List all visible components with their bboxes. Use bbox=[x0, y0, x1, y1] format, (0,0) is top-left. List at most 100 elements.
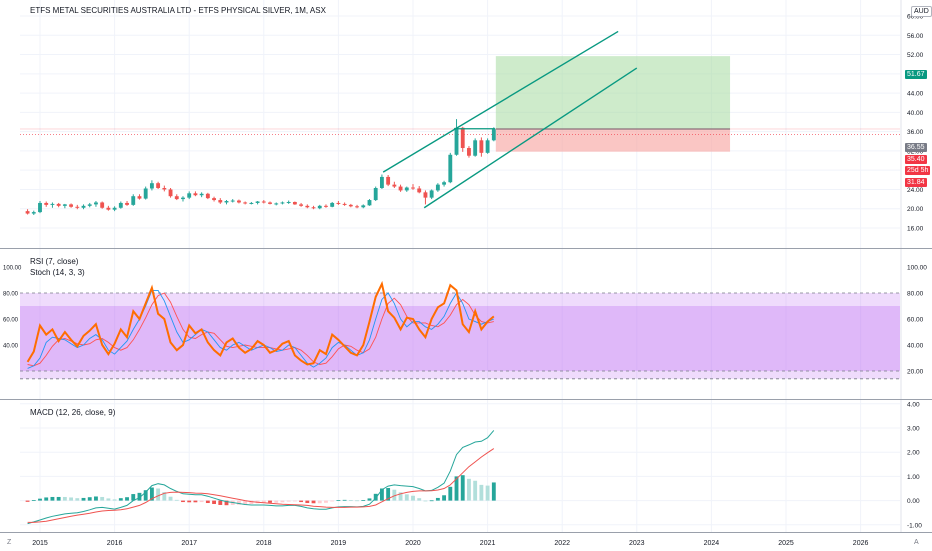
macd-histogram-bar bbox=[94, 496, 98, 501]
candle-body bbox=[268, 202, 272, 204]
macd-histogram-bar bbox=[373, 493, 378, 501]
price-tick-label: 52.00 bbox=[907, 52, 924, 59]
macd-histogram-bar bbox=[62, 496, 67, 501]
candle-body bbox=[243, 202, 248, 204]
macd-histogram-bar bbox=[249, 500, 254, 504]
macd-tick-label: 4.00 bbox=[907, 401, 920, 408]
time-axis-label: 2018 bbox=[256, 540, 272, 547]
macd-pane[interactable]: 4.00 3.00 2.00 1.00 0.00 -1.00 MACD (12, 26, … bbox=[0, 400, 932, 532]
macd-histogram-bar bbox=[168, 496, 173, 501]
price-tick-label: 40.00 bbox=[907, 110, 924, 117]
channel-upper-line bbox=[382, 30, 619, 173]
rsi-tick-label: 80.00 bbox=[907, 291, 924, 298]
macd-histogram-bar bbox=[131, 494, 136, 501]
candle-body bbox=[174, 196, 179, 200]
candle-body bbox=[473, 140, 478, 156]
candle-body bbox=[274, 203, 279, 205]
candle-body bbox=[398, 186, 403, 191]
macd-histogram-bar bbox=[355, 500, 359, 502]
candle-body bbox=[205, 193, 210, 199]
candle-body bbox=[212, 198, 216, 201]
timezone-icon[interactable]: Z bbox=[7, 539, 12, 546]
macd-histogram-bar bbox=[274, 500, 279, 503]
macd-histogram-bar bbox=[193, 500, 198, 503]
price-chart[interactable]: 60.0056.0052.0048.0044.0040.0036.0032.00… bbox=[0, 0, 932, 248]
macd-histogram-bar bbox=[25, 500, 30, 502]
candle-body bbox=[411, 187, 415, 189]
macd-histogram-bar bbox=[218, 500, 223, 505]
candle-body bbox=[100, 202, 105, 208]
stop-price-badge: 31.84 bbox=[905, 178, 927, 187]
auto-scale-button[interactable]: A bbox=[914, 539, 919, 546]
macd-tick-label: 2.00 bbox=[907, 450, 920, 457]
macd-histogram-bar bbox=[137, 492, 142, 501]
candle-body bbox=[81, 205, 86, 208]
rsi-stoch-pane[interactable]: 100.00 80.00 60.00 40.00 20.00 100.00 80.00 60.… bbox=[0, 249, 932, 399]
macd-histogram-bar bbox=[69, 497, 74, 501]
macd-histogram-bar bbox=[87, 497, 92, 501]
price-tick-label: 24.00 bbox=[907, 187, 924, 194]
candle-body bbox=[224, 201, 229, 203]
candle-body bbox=[237, 200, 241, 203]
macd-histogram-bar bbox=[336, 500, 341, 501]
macd-histogram-bar bbox=[112, 499, 117, 501]
candle-body bbox=[392, 184, 397, 187]
current-price-badge: 35.40 bbox=[905, 155, 927, 164]
candle-body bbox=[348, 204, 353, 207]
macd-histogram-bar bbox=[156, 488, 161, 501]
macd-histogram-bar bbox=[305, 500, 310, 504]
candle-body bbox=[479, 140, 484, 153]
time-axis-label: 2022 bbox=[554, 540, 570, 547]
macd-histogram-bar bbox=[392, 489, 397, 501]
macd-tick-label: 1.00 bbox=[907, 474, 920, 481]
candle-body bbox=[149, 183, 154, 189]
time-axis[interactable]: 2015 2016 2017 2018 2019 2020 2021 2022 2023 2024… bbox=[0, 532, 932, 551]
candle-body bbox=[94, 202, 98, 205]
candle-body bbox=[230, 200, 235, 202]
rsi-label[interactable]: RSI (7, close) bbox=[30, 257, 79, 266]
macd-histogram-bar bbox=[292, 500, 297, 502]
target-price-badge: 51.67 bbox=[905, 70, 927, 79]
macd-histogram-bar bbox=[149, 487, 154, 501]
price-tick-label: 44.00 bbox=[907, 91, 924, 98]
price-pane[interactable]: 60.0056.0052.0048.0044.0040.0036.0032.00… bbox=[0, 0, 932, 248]
candle-body bbox=[137, 196, 142, 199]
candle-body bbox=[330, 202, 335, 207]
macd-histogram-bar bbox=[106, 498, 111, 501]
candle-body bbox=[280, 202, 285, 204]
time-axis-label: 2023 bbox=[629, 540, 645, 547]
candle-body bbox=[87, 204, 92, 206]
pane-separator[interactable] bbox=[0, 399, 932, 400]
candle-body bbox=[423, 192, 428, 198]
macd-histogram-bar bbox=[467, 478, 471, 501]
currency-button[interactable]: AUD bbox=[911, 6, 932, 17]
macd-histogram-bar bbox=[491, 482, 496, 501]
macd-line bbox=[27, 430, 495, 525]
time-axis-label: 2024 bbox=[704, 540, 720, 547]
macd-tick-label: 3.00 bbox=[907, 426, 920, 433]
macd-label[interactable]: MACD (12, 26, close, 9) bbox=[30, 408, 116, 417]
macd-histogram-bar bbox=[237, 500, 241, 505]
macd-histogram-bar bbox=[38, 498, 42, 501]
pane-separator[interactable] bbox=[0, 248, 932, 249]
macd-chart[interactable]: 4.00 3.00 2.00 1.00 0.00 -1.00 bbox=[0, 400, 932, 532]
candle-body bbox=[299, 204, 304, 206]
macd-histogram-bar bbox=[411, 495, 415, 501]
macd-histogram-bar bbox=[386, 488, 391, 501]
candle-body bbox=[305, 205, 310, 208]
candle-body bbox=[118, 202, 123, 208]
candle-body bbox=[162, 188, 167, 190]
rsi-stoch-chart[interactable]: 100.00 80.00 60.00 40.00 20.00 100.00 80.00 60.… bbox=[0, 249, 932, 399]
stoch-label[interactable]: Stoch (14, 3, 3) bbox=[30, 268, 85, 277]
macd-histogram-bar bbox=[243, 500, 248, 505]
macd-histogram-bar bbox=[348, 500, 353, 501]
macd-histogram-bar bbox=[81, 497, 86, 501]
countdown-badge: 25d 5h bbox=[905, 166, 931, 175]
macd-histogram-bar bbox=[280, 500, 285, 503]
candle-body bbox=[460, 127, 465, 149]
time-axis-label: 2020 bbox=[405, 540, 421, 547]
signal-line bbox=[27, 448, 495, 523]
candle-body bbox=[218, 200, 223, 203]
macd-histogram-bar bbox=[485, 485, 490, 501]
macd-histogram-bar bbox=[404, 494, 409, 501]
